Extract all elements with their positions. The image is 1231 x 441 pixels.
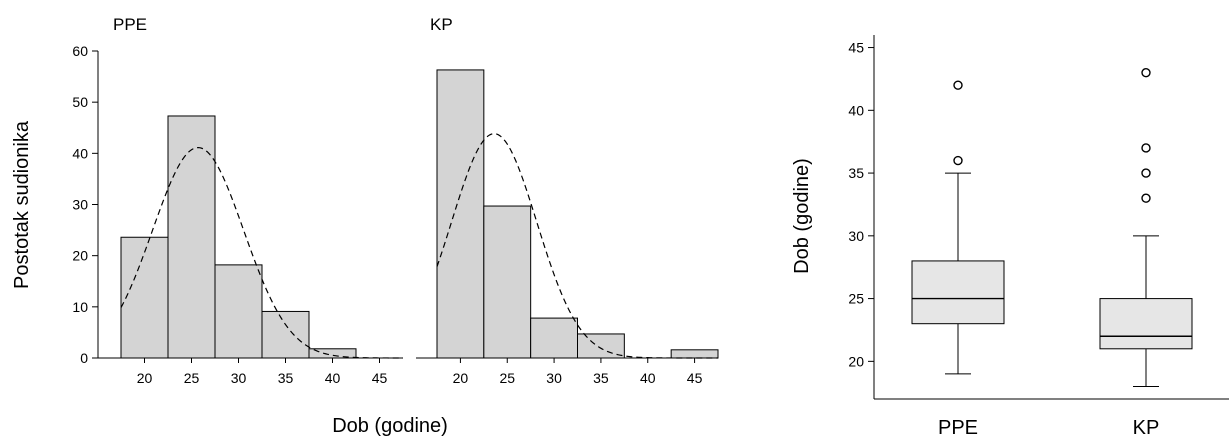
histogram-bar [167,115,216,359]
histogram-bar [120,236,169,359]
histogram-chart: Postotak sudionika Dob (godine) 0 10 20 30 4… [11,15,719,437]
histogram-x-tick-label: 45 [687,370,703,386]
histogram-bar [436,69,485,359]
histogram-y-tick-label: 50 [72,94,88,110]
histogram-x-tick-label: 25 [499,370,515,386]
histogram-y-axis-title: Postotak sudionika [11,120,33,289]
histogram-x-tick-label: 20 [453,370,469,386]
histogram-bar [530,317,579,359]
histogram-y-tick-label: 10 [72,299,88,315]
normal-curve-line [120,146,403,359]
boxplot-y-tick-label: 35 [848,165,864,181]
histogram-bar [483,205,532,359]
histogram-x-tick-label: 35 [593,370,609,386]
histogram-x-tick-label: 45 [372,370,388,386]
histogram-x-tick-label: 35 [278,370,294,386]
boxplot-y-tick-label: 45 [848,40,864,56]
boxplot-y-axis-title: Dob (godine) [791,158,813,274]
histogram-x-axis-title: Dob (godine) [332,415,448,437]
boxplot-outlier-point [1141,143,1151,153]
histogram-bar [261,310,310,359]
boxplot-box [911,260,1005,325]
boxplot-y-tick-label: 30 [848,228,864,244]
boxplot-box [1099,298,1193,350]
boxplot-outlier-point [953,155,963,166]
boxplot-y-tick-label: 40 [848,102,864,118]
histogram-x-tick-label: 30 [546,370,562,386]
histogram-bar [214,264,263,359]
boxplot-outlier-point [1141,168,1151,178]
histogram-bar [577,333,625,359]
histogram-y-tick-label: 20 [72,248,88,264]
histogram-x-tick-label: 40 [325,370,341,386]
boxplot-chart: Dob (godine) 20 25 30 35 40 45 PPE KP [791,35,1229,439]
histogram-panel-title: PPE [113,15,147,34]
histogram-x-tick-label: 40 [640,370,656,386]
normal-curve-line [436,133,718,359]
histogram-x-tick-label: 30 [231,370,247,386]
boxplot-outlier-point [1141,67,1151,78]
histogram-y-tick-label: 40 [72,145,88,161]
histogram-panel-title: KP [430,15,453,34]
boxplot-y-tick-label: 20 [848,353,864,369]
boxplot-category-label: KP [1133,417,1160,439]
histogram-y-tick-label: 30 [72,197,88,213]
histogram-x-tick-label: 20 [137,370,153,386]
histogram-x-tick-label: 25 [184,370,200,386]
histogram-bar [670,349,719,359]
boxplot-outlier-point [953,80,963,90]
histogram-y-tick-label: 60 [72,43,88,59]
boxplot-category-label: PPE [938,417,978,439]
histogram-y-tick-label: 0 [80,350,88,366]
boxplot-outlier-point [1141,193,1151,203]
boxplot-y-tick-label: 25 [848,291,864,307]
